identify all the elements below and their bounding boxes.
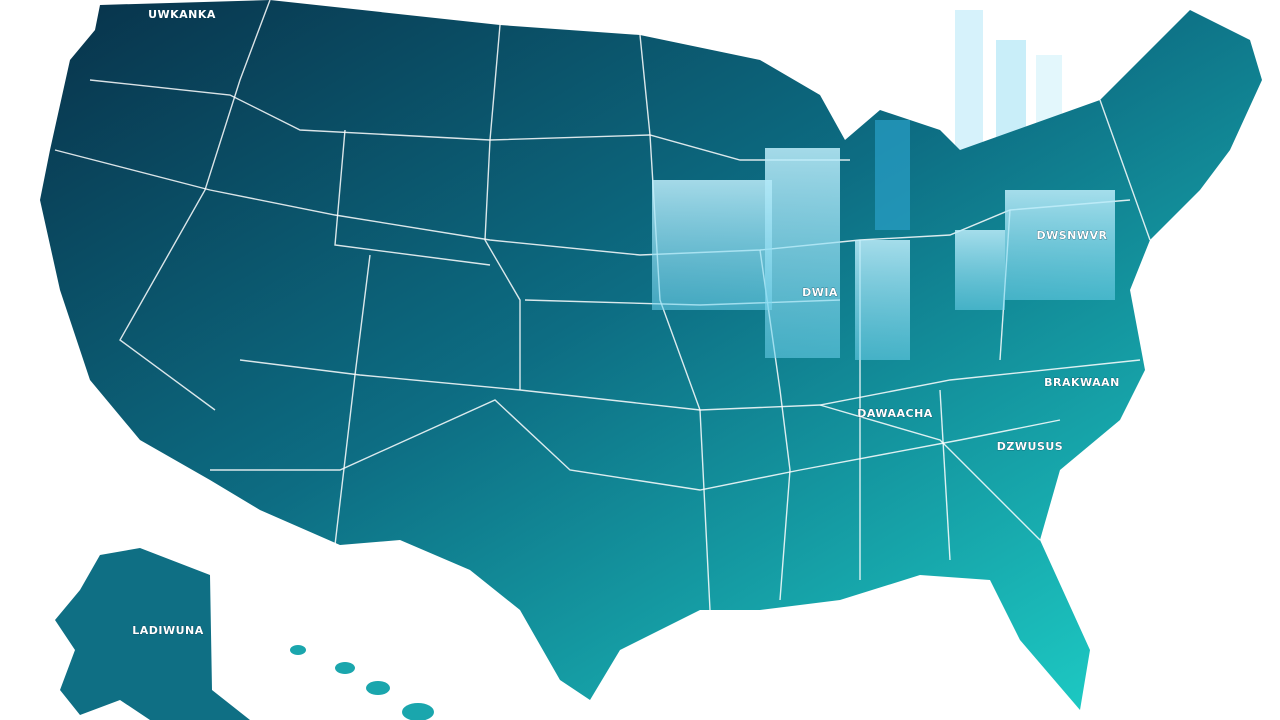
overlay-bars <box>652 120 1115 360</box>
contiguous-us <box>40 0 1262 710</box>
map-label: LADIWUNA <box>132 624 204 637</box>
map-label: BRAKWAAN <box>1044 376 1120 389</box>
map-label: UWKANKA <box>148 8 216 21</box>
map-label: DAWAACHA <box>857 407 933 420</box>
map-label: DZWUSUS <box>997 440 1063 453</box>
hawaii <box>290 645 434 720</box>
map-label: DWIA <box>802 286 838 299</box>
map-label: DWSNWVR <box>1036 229 1107 242</box>
alaska <box>55 548 250 720</box>
